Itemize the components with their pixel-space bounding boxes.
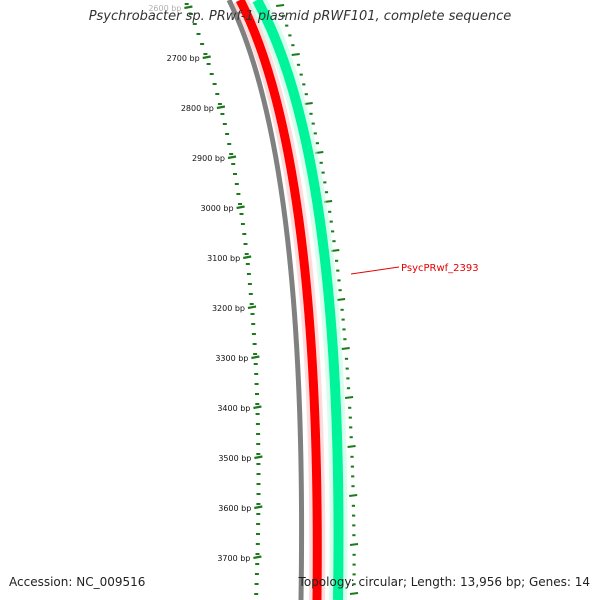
tick-label: 2900 bp [192, 154, 225, 163]
backbone-track [226, 0, 305, 600]
tick-label: 3100 bp [207, 254, 240, 263]
major-tick [247, 305, 257, 310]
major-tick [202, 55, 211, 60]
outer-major-tick [349, 592, 359, 595]
major-tick [253, 555, 262, 560]
tick-label: 3000 bp [201, 204, 234, 213]
major-tick [254, 505, 263, 510]
tick-label: 3300 bp [215, 354, 248, 363]
ticks-layer: 2600 bp 2700 bp 2800 bp 2900 bp 3000 bp 3100 … [148, 3, 359, 595]
outer-major-tick [336, 298, 346, 301]
outer-major-tick [344, 396, 354, 399]
gc-skew-track [252, 0, 344, 600]
major-tick [227, 155, 237, 160]
tick-label: 2800 bp [181, 104, 214, 113]
topology-summary: Topology: circular; Length: 13,956 bp; G… [298, 575, 590, 589]
outer-major-tick [291, 53, 300, 56]
gene-leader-line [350, 266, 400, 275]
outer-major-tick [347, 445, 356, 448]
major-tick [254, 455, 263, 460]
tick-label: 3500 bp [218, 454, 251, 463]
major-tick [251, 355, 260, 360]
tick-label: 2600 bp [148, 4, 181, 13]
tick-label: 3600 bp [218, 504, 251, 513]
outer-major-tick [349, 543, 359, 546]
major-tick [184, 5, 193, 10]
gene-label-psycprwf-2393[interactable]: PsycPRwf_2393 [401, 263, 479, 274]
map-title: Psychrobacter sp. PRwf-1 plasmid pRWF101… [88, 9, 512, 24]
tick-label: 3200 bp [212, 304, 245, 313]
major-tick [242, 255, 252, 260]
major-tick [253, 405, 262, 410]
outer-major-tick [275, 4, 285, 7]
major-tick [236, 205, 245, 210]
tick-label: 3400 bp [217, 404, 250, 413]
outer-major-tick [349, 494, 358, 497]
gene-label-group[interactable]: PsycPRwf_2393 [350, 263, 479, 275]
major-tick [216, 105, 226, 110]
outer-major-tick [341, 347, 350, 350]
gene-track[interactable] [235, 0, 322, 600]
accession-text: Accession: NC_009516 [9, 575, 146, 589]
tracks-layer [226, 0, 348, 600]
tick-label: 2700 bp [167, 54, 200, 63]
tick-label: 3700 bp [217, 554, 250, 563]
